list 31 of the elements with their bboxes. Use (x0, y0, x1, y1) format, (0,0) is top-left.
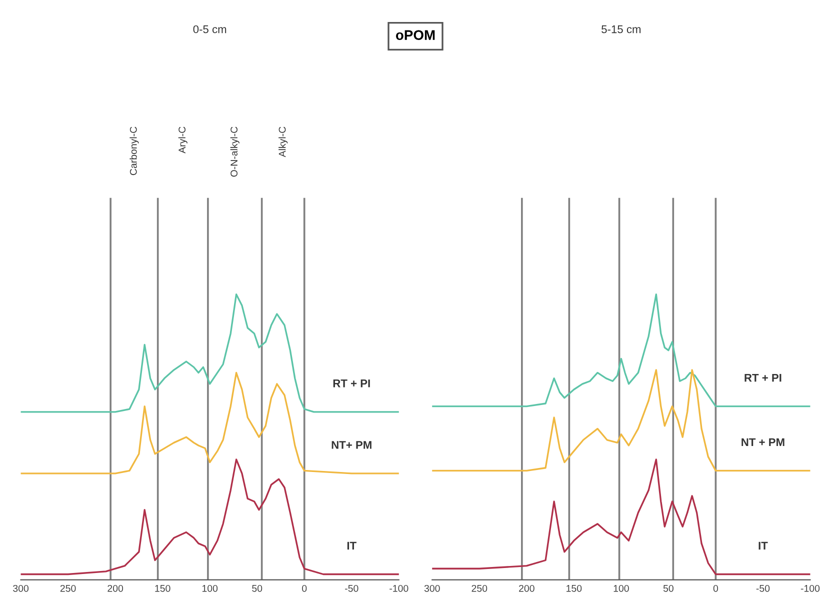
text: IT (758, 542, 768, 550)
x-tick-label: -50 (756, 584, 770, 592)
x-tick-label: -50 (345, 584, 358, 592)
x-tick-label: 150 (566, 584, 582, 592)
x-tick-label: -100 (390, 584, 408, 592)
text: O-N-alkyl-C (230, 126, 240, 177)
x-tick-label: 50 (252, 584, 262, 592)
x-tick-label: 250 (60, 584, 76, 592)
x-tick-label: 300 (424, 584, 440, 592)
x-tick-label: -100 (800, 584, 820, 592)
x-tick-label: 150 (155, 584, 170, 592)
x-tick-label: 0 (302, 584, 307, 592)
x-tick-label: 300 (13, 584, 29, 592)
text: Alkyl-C (278, 126, 288, 158)
chart-title: 5-15 cm (602, 25, 641, 34)
x-tick-label: 200 (108, 584, 124, 592)
text: RT + PI (333, 380, 370, 388)
text: NT + PM (742, 438, 784, 446)
text: Carbonyl-C (130, 126, 139, 176)
text: RT + PI (744, 374, 782, 382)
x-tick-label: 250 (472, 584, 488, 592)
x-tick-label: 0 (713, 584, 718, 592)
text: IT (347, 542, 356, 550)
x-tick-label: 50 (663, 584, 674, 592)
chart-title: 0-5 cm (193, 25, 226, 34)
x-tick-label: 100 (202, 584, 218, 592)
x-tick-label: 100 (614, 584, 629, 592)
text: NT+ PM (332, 441, 372, 449)
text: oPOM (396, 30, 435, 40)
x-tick-label: 200 (519, 584, 534, 592)
text: Aryl-C (178, 126, 188, 154)
